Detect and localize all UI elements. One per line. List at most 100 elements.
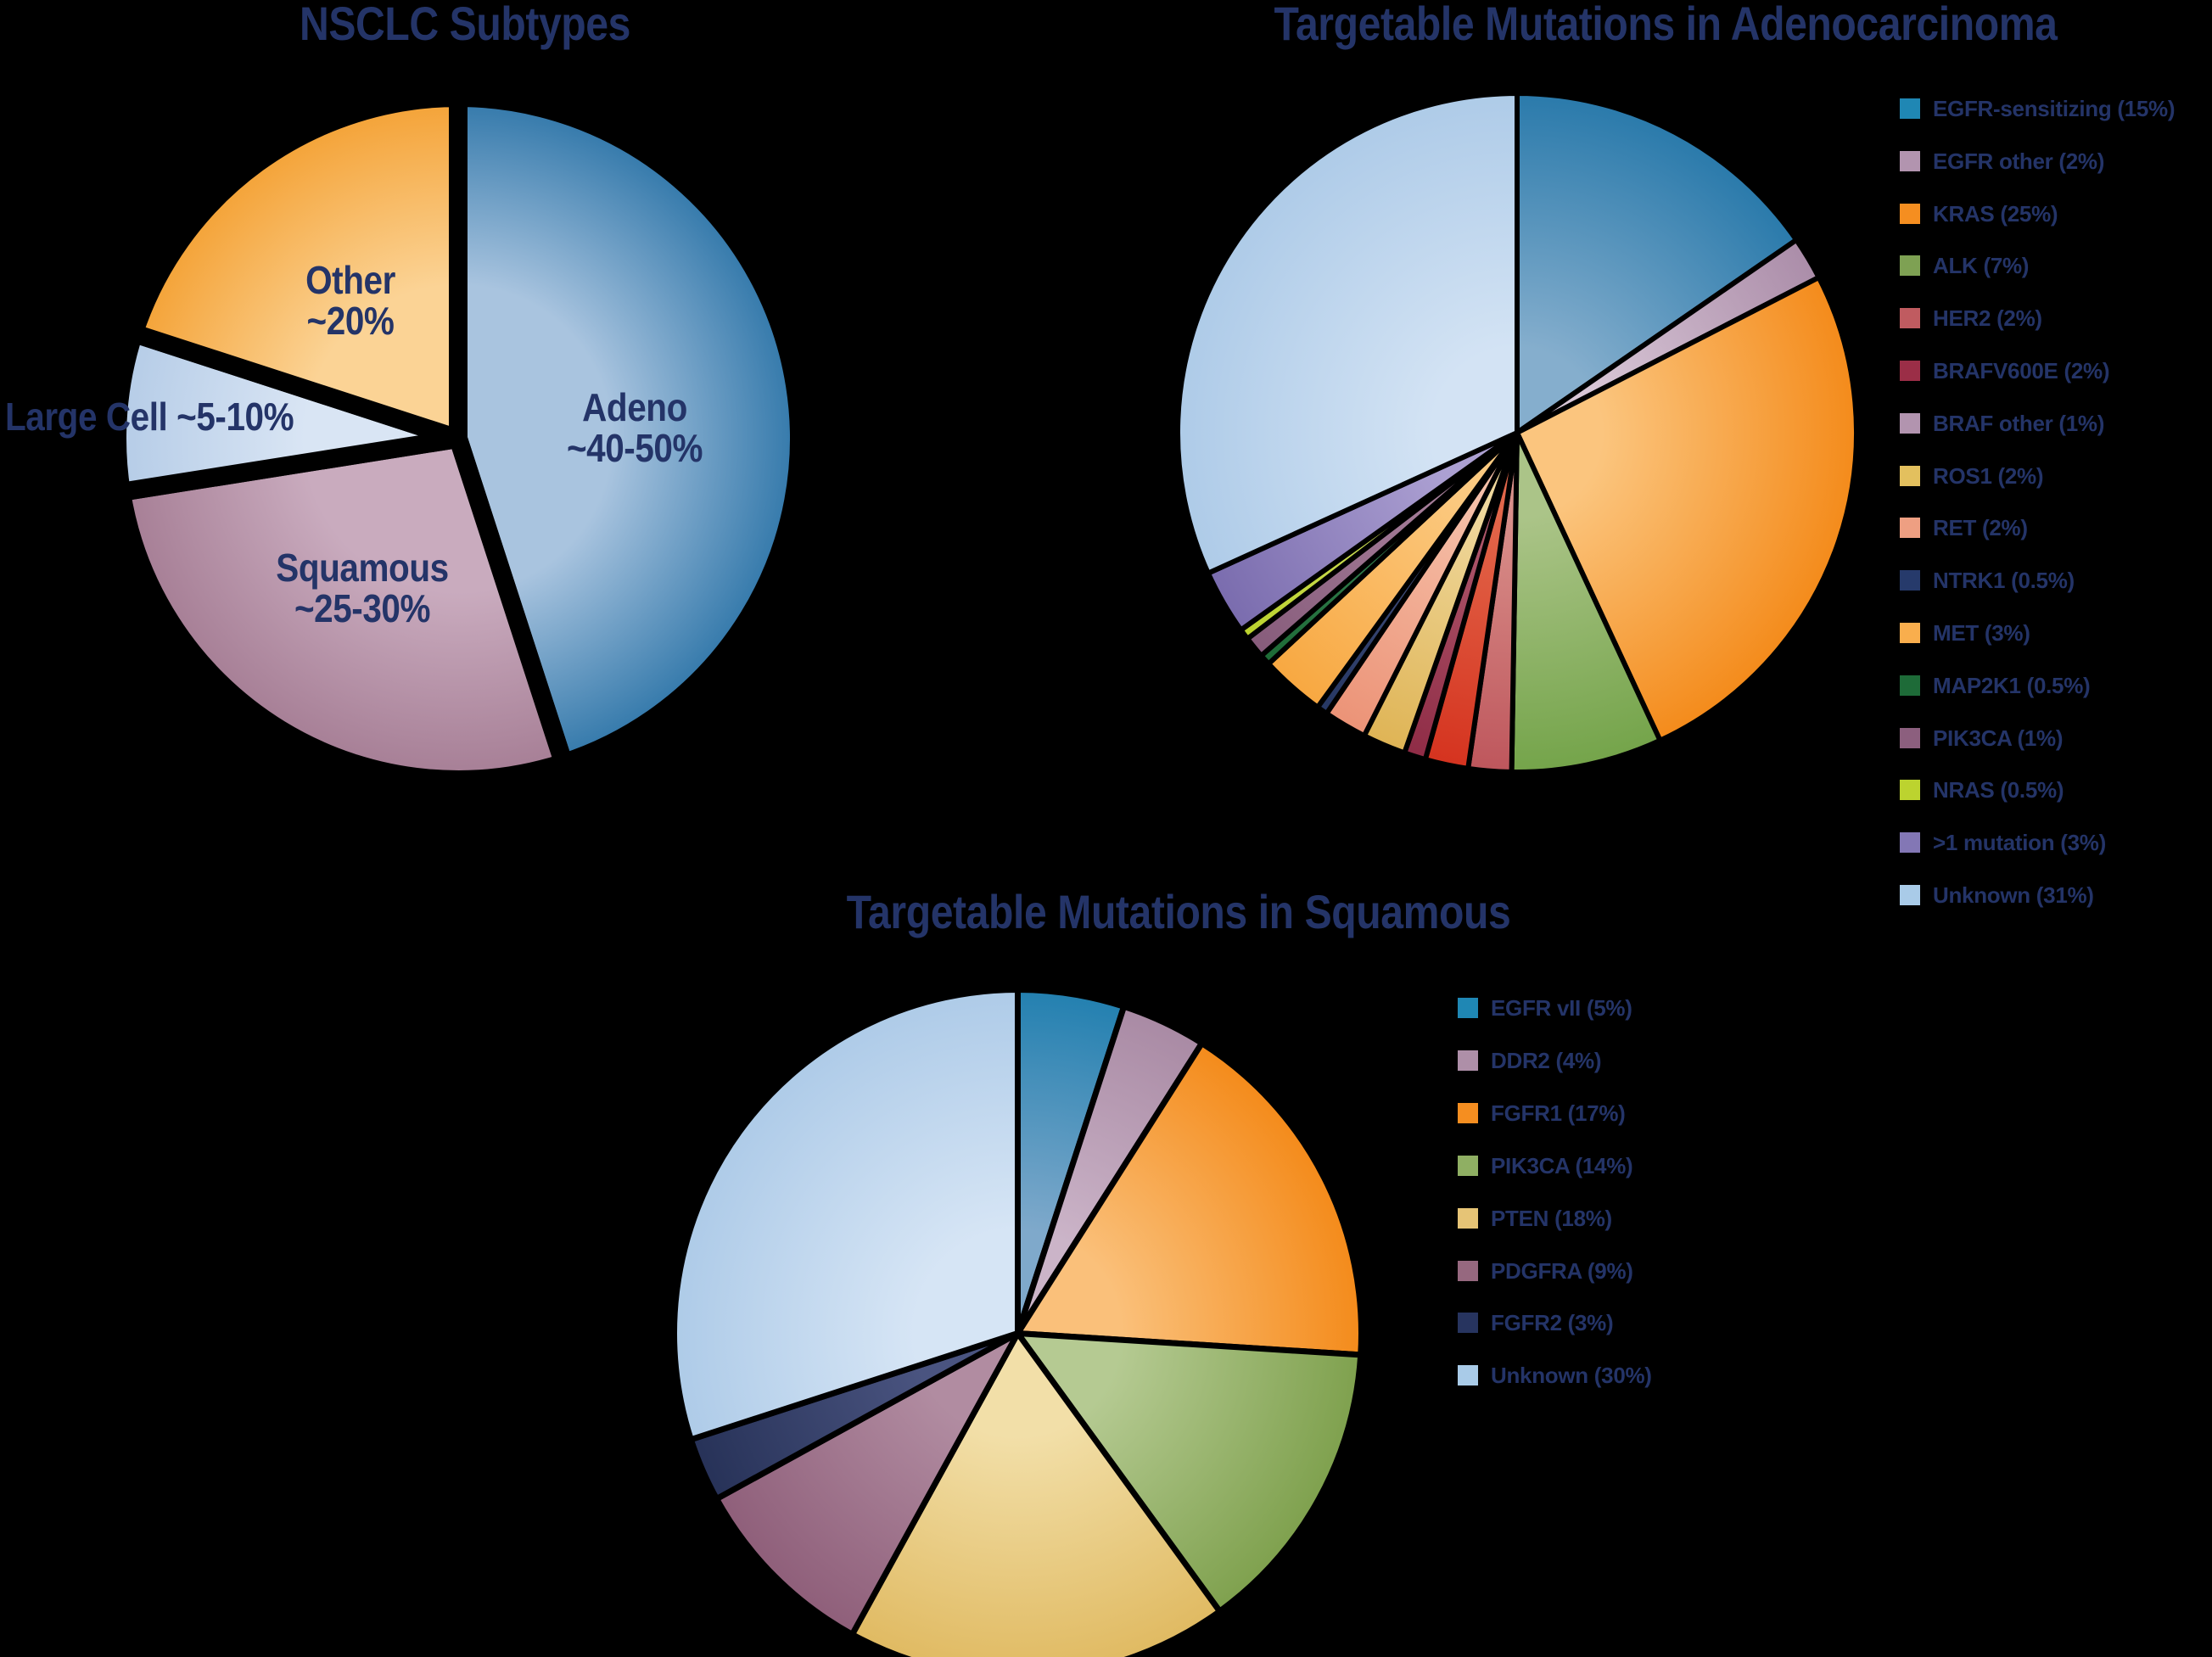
pie-slice-label-line: ~20% [306,299,395,343]
legend-label: PIK3CA (1%) [1933,725,2064,751]
legend-item-brafv600e: BRAFV600E (2%) [1900,357,2110,383]
legend-swatch-icon [1900,832,1920,853]
legend-swatch-icon [1900,728,1920,748]
legend-label: EGFR vII (5%) [1491,994,1632,1021]
pie-slice-label-line: Large Cell ~5-10% [5,395,294,439]
legend-item-pdgfra: PDGFRA (9%) [1458,1258,1633,1284]
legend-swatch-icon [1900,675,1920,696]
pie-slice-label-line: Adeno [582,385,687,429]
pie-slice-unknown [1175,91,1520,577]
pie-slice-label-line: Squamous [276,546,449,590]
legend-label: FGFR1 (17%) [1491,1100,1626,1126]
legend-item-nras: NRAS (0.5%) [1900,776,2064,803]
legend-swatch-icon [1458,1156,1478,1176]
pie-slice-squamous [110,428,576,789]
legend-label: >1 mutation (3%) [1933,829,2106,855]
legend-item-pik3ca: PIK3CA (1%) [1900,725,2064,751]
legend-label: RET (2%) [1933,514,2028,540]
legend-label: PDGFRA (9%) [1491,1257,1633,1284]
legend-swatch-icon [1900,885,1920,905]
pie-slice-egfr-sensitizing [1515,91,1800,438]
pie-slice-label-large-cell: Large Cell ~5-10% [5,396,294,437]
legend-label: DDR2 (4%) [1491,1047,1602,1073]
legend-item-unknown: Unknown (31%) [1900,882,2094,908]
legend-item-unknown: Unknown (30%) [1458,1363,1652,1388]
legend-item-ret: RET (2%) [1900,514,2028,540]
legend-label: HER2 (2%) [1933,305,2042,331]
legend-swatch-icon [1458,1050,1478,1071]
pie-slice-label-squamous: Squamous ~25-30% [276,546,449,630]
legend-swatch-icon [1900,413,1920,434]
pie-slice-kras [1514,273,1859,744]
legend-swatch-icon [1900,361,1920,381]
legend-label: Unknown (30%) [1491,1362,1652,1388]
legend-label: EGFR-sensitizing (15%) [1933,95,2176,121]
legend-label: Unknown (31%) [1933,882,2094,908]
legend-swatch-icon [1900,204,1920,224]
legend-swatch-icon [1458,1261,1478,1281]
pie-slice-label-other: Other ~20% [305,260,395,341]
legend-item-pik3ca: PIK3CA (14%) [1458,1152,1633,1178]
pie-slice-pik3ca [1011,1330,1364,1615]
legend-swatch-icon [1900,623,1920,643]
pie-slice-fgfr1 [1011,1038,1364,1358]
legend-item-ros1: ROS1 (2%) [1900,463,2044,489]
pie-slice-other [121,88,468,452]
legend-label: MAP2K1 (0.5%) [1933,672,2091,698]
legend-item-braf-other: BRAF other (1%) [1900,410,2105,436]
legend-item-fgfr1: FGFR1 (17%) [1458,1100,1626,1126]
legend-item-egfr-sensitizing: EGFR-sensitizing (15%) [1900,95,2176,121]
pie-slice-pdgfra [712,1325,1025,1638]
legend-item-fgfr2: FGFR2 (3%) [1458,1309,1614,1335]
legend-item-ntrk1: NTRK1 (0.5%) [1900,567,2075,593]
pie-slice-label-line: Other [305,258,395,302]
legend-label: KRAS (25%) [1933,200,2058,227]
legend-swatch-icon [1900,308,1920,328]
legend-swatch-icon [1900,255,1920,276]
legend-label: MET (3%) [1933,619,2030,646]
legend-swatch-icon [1900,518,1920,538]
pie-chart-adenocarcinoma-mutations [1175,91,1859,775]
chart-title-nsclc-subtypes: NSCLC Subtypes [299,0,631,50]
chart-title-squamous-mutations: Targetable Mutations in Squamous [846,885,1511,938]
legend-item-met: MET (3%) [1900,620,2030,646]
pie-slice-label-adeno: Adeno ~40-50% [567,387,703,468]
pie-chart-squamous-mutations [670,986,1364,1657]
legend-label: BRAFV600E (2%) [1933,357,2110,383]
pie-slice-label-line: ~40-50% [566,426,703,470]
legend-swatch-icon [1900,98,1920,119]
legend-item--1-mutation: >1 mutation (3%) [1900,829,2106,855]
legend-swatch-icon [1900,570,1920,591]
legend-label: EGFR other (2%) [1933,148,2105,174]
legend-label: NTRK1 (0.5%) [1933,567,2075,593]
legend-label: NRAS (0.5%) [1933,776,2064,803]
pie-slice-pten [848,1327,1224,1657]
legend-label: BRAF other (1%) [1933,410,2105,436]
legend-swatch-icon [1458,1313,1478,1333]
legend-item-pten: PTEN (18%) [1458,1206,1612,1231]
legend-swatch-icon [1458,1208,1478,1229]
legend-swatch-icon [1458,998,1478,1018]
legend-item-egfr-vii: EGFR vII (5%) [1458,995,1632,1021]
legend-label: PIK3CA (14%) [1491,1152,1633,1178]
legend-item-egfr-other: EGFR other (2%) [1900,148,2104,174]
legend-item-kras: KRAS (25%) [1900,200,2058,227]
legend-label: FGFR2 (3%) [1491,1309,1614,1335]
pie-slice-adeno [449,88,809,775]
pie-slice-label-line: ~25-30% [294,586,431,630]
pie-slice-unknown [670,986,1021,1443]
legend-swatch-icon [1900,466,1920,486]
legend-label: ALK (7%) [1933,252,2030,278]
pie-slice-alk [1509,431,1664,775]
legend-label: ROS1 (2%) [1933,462,2044,489]
legend-item-her2: HER2 (2%) [1900,305,2042,331]
legend-item-ddr2: DDR2 (4%) [1458,1047,1602,1073]
pie-chart-nsclc-subtypes [108,88,809,789]
legend-swatch-icon [1900,780,1920,800]
legend-swatch-icon [1458,1103,1478,1123]
legend-item-alk: ALK (7%) [1900,252,2030,278]
chart-title-adenocarcinoma-mutations: Targetable Mutations in Adenocarcinoma [1274,0,2058,50]
legend-item-map2k1: MAP2K1 (0.5%) [1900,672,2091,698]
legend-swatch-icon [1900,151,1920,171]
